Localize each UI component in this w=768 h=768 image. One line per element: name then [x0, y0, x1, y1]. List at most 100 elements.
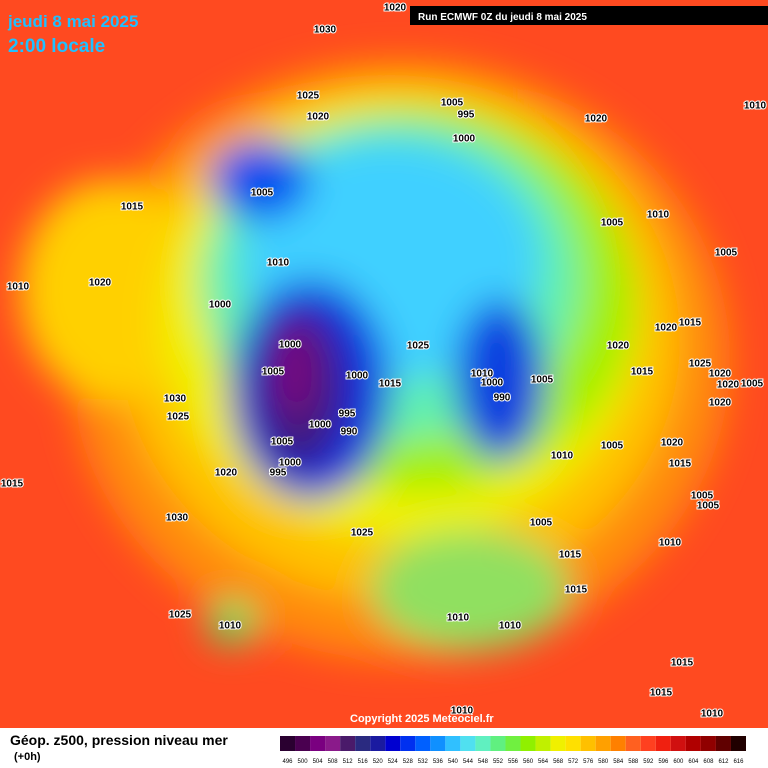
scale-swatch — [370, 736, 386, 751]
isobar-label: 1010 — [7, 282, 30, 293]
isobar-label: 1025 — [689, 359, 712, 370]
scale-label: 512 — [343, 759, 354, 765]
isobar-label: 1015 — [631, 367, 654, 378]
scale-label: 552 — [493, 759, 504, 765]
isobar-label: 1020 — [655, 323, 678, 334]
scale-swatch — [430, 736, 446, 751]
isobar-label: 1010 — [219, 621, 242, 632]
scale-label: 508 — [328, 759, 339, 765]
scale-swatch — [520, 736, 536, 751]
isobar-label: 1005 — [601, 218, 624, 229]
isobar-label: 1000 — [481, 378, 504, 389]
scale-label: 548 — [478, 759, 489, 765]
isobar-label: 1000 — [279, 340, 302, 351]
scale-swatch — [325, 736, 341, 751]
scale-label: 576 — [583, 759, 594, 765]
isobar-label: 1015 — [650, 688, 673, 699]
scale-swatch — [655, 736, 671, 751]
scale-label: 596 — [658, 759, 669, 765]
scale-swatch — [310, 736, 326, 751]
scale-swatch — [640, 736, 656, 751]
isobar-label: 990 — [494, 393, 511, 404]
scale-swatch — [340, 736, 356, 751]
scale-swatch — [550, 736, 566, 751]
scale-label: 504 — [313, 759, 324, 765]
scale-label: 524 — [388, 759, 399, 765]
scale-label: 536 — [433, 759, 444, 765]
scale-label: 556 — [508, 759, 519, 765]
scale-label: 500 — [298, 759, 309, 765]
isobar-label: 1015 — [559, 550, 582, 561]
isobar-label: 1015 — [379, 379, 402, 390]
scale-swatch — [445, 736, 461, 751]
scale-label: 496 — [283, 759, 294, 765]
isobar-label: 1015 — [565, 585, 588, 596]
isobar-label: 1025 — [167, 412, 190, 423]
isobar-label: 1010 — [267, 258, 290, 269]
isobar-label: 1020 — [709, 398, 732, 409]
scale-swatch — [700, 736, 716, 751]
scale-label: 588 — [628, 759, 639, 765]
scale-swatch — [565, 736, 581, 751]
isobar-label: 1000 — [309, 420, 332, 431]
scale-swatch — [355, 736, 371, 751]
scale-label: 568 — [553, 759, 564, 765]
isobar-label: 1015 — [669, 459, 692, 470]
run-box — [410, 6, 768, 25]
isobar-label: 1005 — [271, 437, 294, 448]
isobar-label: 1025 — [407, 341, 430, 352]
scale-swatch — [280, 736, 296, 751]
scale-label: 564 — [538, 759, 549, 765]
isobar-label: 1025 — [169, 610, 192, 621]
isobar-label: 1000 — [209, 300, 232, 311]
scale-label: 560 — [523, 759, 534, 765]
isobar-label: 1005 — [741, 379, 764, 390]
isobar-label: 1020 — [384, 3, 407, 14]
isobar-label: 1010 — [471, 369, 494, 380]
scale-swatch — [625, 736, 641, 751]
isobar-label: 1000 — [346, 371, 369, 382]
scale-label: 600 — [673, 759, 684, 765]
scale-label: 544 — [463, 759, 474, 765]
scale-swatch — [490, 736, 506, 751]
scale-label: 612 — [718, 759, 729, 765]
scale-label: 592 — [643, 759, 654, 765]
scale-label: 516 — [358, 759, 369, 765]
isobar-label: 1005 — [251, 188, 274, 199]
isobar-label: 1010 — [659, 538, 682, 549]
scale-swatch — [670, 736, 686, 751]
scale-swatch — [685, 736, 701, 751]
scale-swatch — [460, 736, 476, 751]
isobar-label: 1020 — [585, 114, 608, 125]
isobar-label: 1010 — [447, 613, 470, 624]
scale-label: 528 — [403, 759, 414, 765]
scale-swatch — [415, 736, 431, 751]
scale-label: 608 — [703, 759, 714, 765]
isobar-labels: 1020103010251020100599510001020101010051… — [0, 2, 768, 721]
isobar-label: 1010 — [744, 101, 767, 112]
isobar-label: 1020 — [307, 112, 330, 123]
copyright: Copyright 2025 Meteociel.fr — [350, 713, 494, 725]
isobar-label: 1025 — [351, 528, 374, 539]
isobar-label: 1010 — [551, 451, 574, 462]
isobar-label: 990 — [341, 427, 358, 438]
scale-label: 580 — [598, 759, 609, 765]
scale-swatch — [535, 736, 551, 751]
scale-swatch — [295, 736, 311, 751]
isobar-label: 1005 — [601, 441, 624, 452]
isobar-label: 1030 — [314, 25, 337, 36]
scale-swatch — [505, 736, 521, 751]
isobar-label: 1000 — [453, 134, 476, 145]
isobar-label: 1015 — [1, 479, 24, 490]
legend-lead: (+0h) — [14, 751, 41, 763]
isobar-label: 1005 — [530, 518, 553, 529]
isobar-label: 1005 — [531, 375, 554, 386]
isobar-label: 1005 — [262, 367, 285, 378]
isobar-label: 1010 — [701, 709, 724, 720]
isobar-label: 1020 — [661, 438, 684, 449]
scale-swatch — [595, 736, 611, 751]
scale-label: 604 — [688, 759, 699, 765]
isobar-label: 1010 — [451, 706, 474, 717]
scale-label: 540 — [448, 759, 459, 765]
